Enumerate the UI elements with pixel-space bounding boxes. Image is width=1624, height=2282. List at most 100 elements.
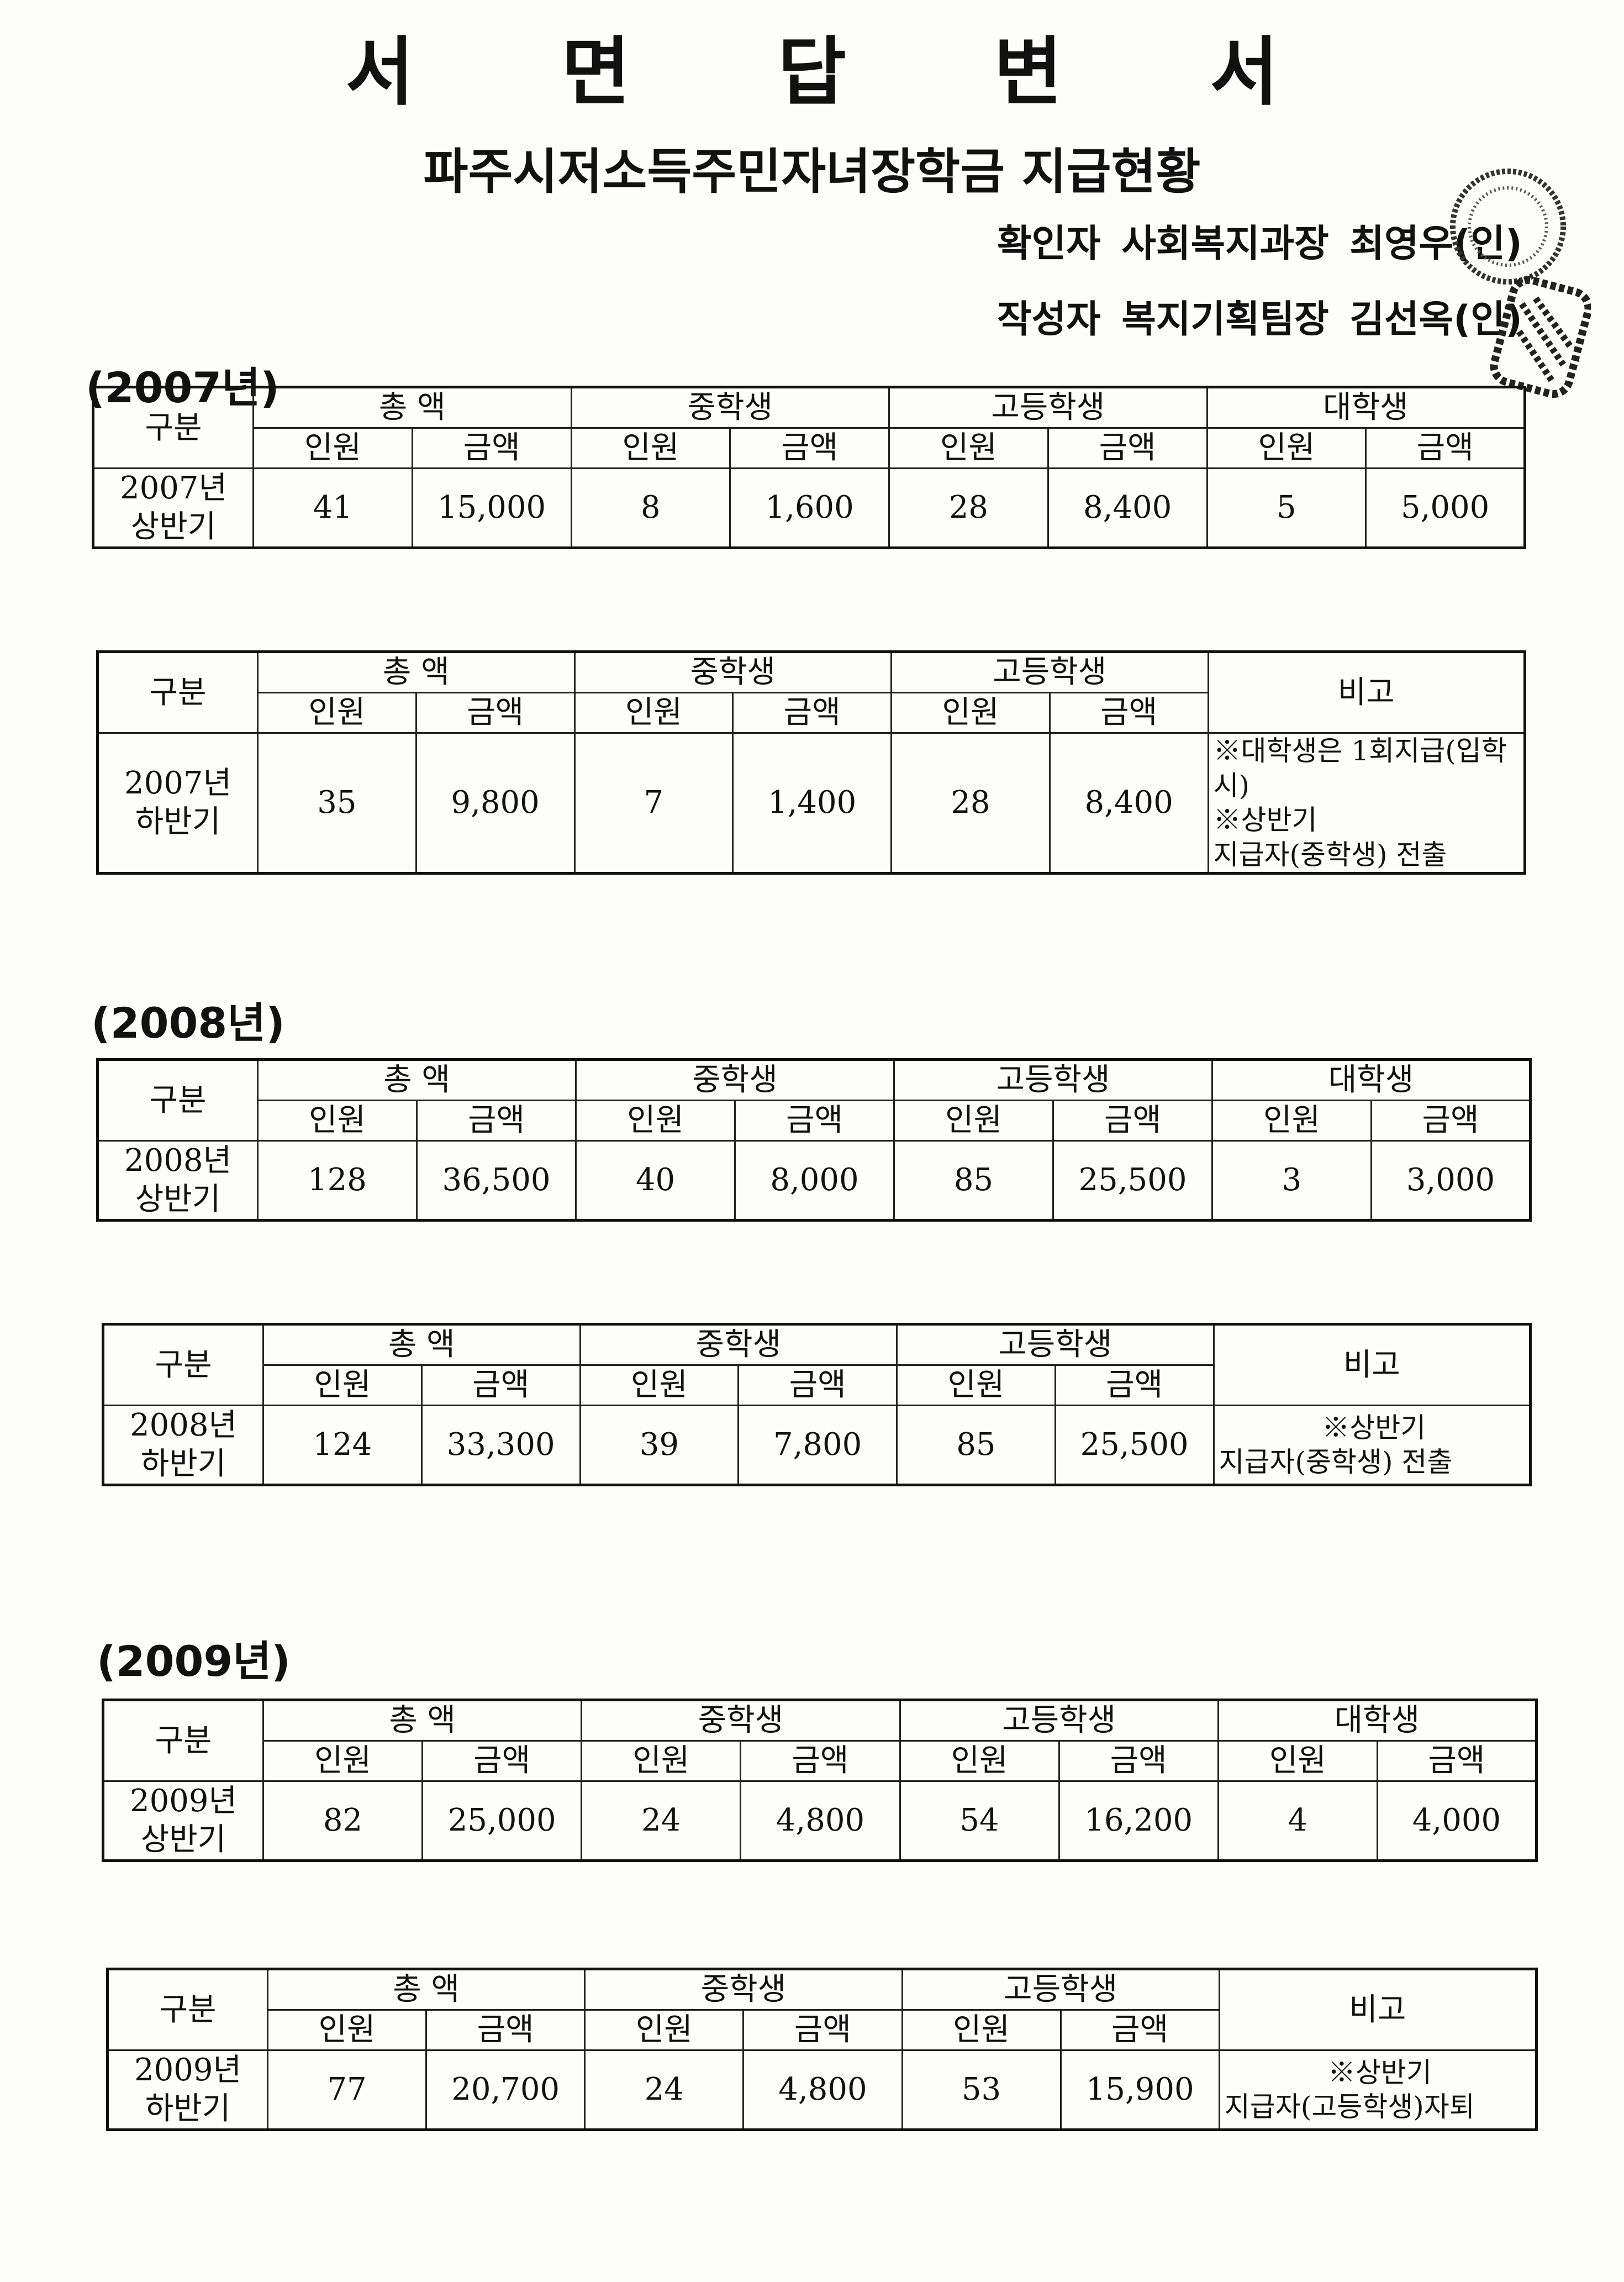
- table-row: 2008년 하반기 124 33,300 39 7,800 85 25,500 ※상반기 지급자(…: [102, 1405, 1532, 1486]
- amount-header: 금액: [734, 1100, 895, 1142]
- amount-value: 7,800: [737, 1405, 898, 1486]
- count-header: 인원: [262, 1740, 424, 1782]
- total-header: 총 액: [266, 1968, 586, 2011]
- table-row: 2007년 하반기 35 9,800 7 1,400 28 8,400 ※대학생은 1회지급(입…: [97, 732, 1526, 874]
- count-value: 39: [579, 1405, 740, 1486]
- amount-value: 1,600: [729, 467, 890, 549]
- first-half-table: 구분 총 액 중학생 고등학생 대학생 인원 금액 인원 금액 인원 금액 인원 금액 2009년 상반기 8…: [102, 1699, 1538, 1862]
- count-header: 인원: [257, 1100, 418, 1142]
- count-header: 인원: [888, 427, 1049, 469]
- count-value: 82: [262, 1780, 424, 1862]
- table-row: 2009년 하반기 77 20,700 24 4,800 53 15,900 ※상반기 지급자(고…: [107, 2049, 1538, 2131]
- amount-header: 금액: [1054, 1364, 1215, 1406]
- table-row: 인원 금액 인원 금액 인원 금액: [103, 1364, 1531, 1406]
- period-label: 하반기: [135, 804, 221, 840]
- count-value: 85: [893, 1140, 1054, 1221]
- amount-value: 8,400: [1047, 467, 1208, 549]
- document-subtitle: 파주시저소득주민자녀장학금 지급현황: [423, 143, 1201, 200]
- amount-header: 금액: [421, 1740, 583, 1782]
- amount-header: 금액: [732, 692, 892, 734]
- total-header: 총 액: [262, 1699, 583, 1742]
- table-row: 인원 금액 인원 금액 인원 금액 인원 금액: [103, 1740, 1538, 1782]
- amount-header: 금액: [742, 2009, 903, 2051]
- remarks-header: 비고: [1207, 651, 1526, 734]
- count-header: 인원: [570, 427, 731, 469]
- count-header: 인원: [575, 1100, 736, 1142]
- amount-value: 20,700: [425, 2049, 586, 2131]
- amount-header: 금액: [1048, 692, 1209, 734]
- middle-school-header: 중학생: [581, 1699, 901, 1742]
- count-value: 41: [252, 467, 413, 549]
- high-school-header: 고등학생: [896, 1323, 1215, 1366]
- amount-value: 9,800: [415, 732, 576, 874]
- remark-line: 지급자(중학생) 전출: [1213, 838, 1447, 871]
- period-cell: 2009년 상반기: [102, 1780, 264, 1862]
- amount-header: 금액: [1052, 1100, 1213, 1142]
- period-cell: 2008년 하반기: [102, 1405, 264, 1486]
- author-signature: 작성자 복지기획팀장 김선옥(인): [997, 298, 1522, 341]
- category-header: 구분: [97, 1059, 259, 1142]
- table-row: 구분 총 액 중학생 고등학생 비고: [102, 1323, 1532, 1406]
- count-header: 인원: [262, 1364, 423, 1406]
- high-school-header: 고등학생: [888, 386, 1208, 429]
- amount-header: 금액: [740, 1740, 901, 1782]
- count-header: 인원: [899, 1740, 1060, 1782]
- amount-value: 15,900: [1059, 2049, 1220, 2131]
- amount-header: 금액: [420, 1364, 581, 1406]
- amount-value: 4,800: [740, 1780, 901, 1862]
- category-header: 구분: [102, 1323, 264, 1406]
- period-label: 상반기: [135, 1181, 221, 1217]
- amount-header: 금액: [411, 427, 572, 469]
- count-value: 54: [899, 1780, 1060, 1862]
- count-value: 8: [570, 467, 731, 549]
- table-row: 구분 총 액 중학생 고등학생 비고: [107, 1968, 1538, 2051]
- count-value: 128: [257, 1140, 418, 1221]
- table-row: 2009년 상반기 82 25,000 24 4,800 54 16,200 4 4,000: [102, 1780, 1538, 1862]
- amount-value: 3,000: [1370, 1140, 1531, 1221]
- university-header: 대학생: [1211, 1059, 1531, 1101]
- remarks-cell: ※상반기 지급자(고등학생)자퇴: [1218, 2049, 1538, 2131]
- remarks-header: 비고: [1218, 1968, 1538, 2051]
- count-value: 124: [262, 1405, 423, 1486]
- count-header: 인원: [901, 2009, 1062, 2051]
- remark-line: 지급자(중학생) 전출: [1219, 1446, 1453, 1478]
- count-value: 53: [901, 2049, 1062, 2131]
- amount-header: 금액: [1365, 427, 1526, 469]
- second-half-table: 구분 총 액 중학생 고등학생 비고 인원 금액 인원 금액 인원 금액 2007년 하반기 35 9,80…: [96, 650, 1527, 875]
- count-header: 인원: [890, 692, 1051, 734]
- count-value: 40: [575, 1140, 736, 1221]
- first-half-table: 구분 총 액 중학생 고등학생 대학생 인원 금액 인원 금액 인원 금액 인원 금액 2007년 상반기 4…: [92, 386, 1526, 549]
- count-value: 3: [1211, 1140, 1372, 1221]
- confirmer-signature: 확인자 사회복지과장 최영우(인): [997, 222, 1522, 266]
- table-row: 구분 총 액 중학생 고등학생 대학생: [102, 1699, 1538, 1782]
- middle-school-header: 중학생: [573, 651, 892, 693]
- table-row: 구분 총 액 중학생 고등학생 대학생: [92, 386, 1526, 469]
- period-cell: 2009년 하반기: [107, 2049, 268, 2131]
- count-header: 인원: [581, 1740, 742, 1782]
- count-header: 인원: [896, 1364, 1056, 1406]
- period-label: 하반기: [140, 1446, 226, 1482]
- amount-value: 15,000: [411, 467, 572, 549]
- period-label: 상반기: [130, 509, 217, 545]
- second-half-table: 구분 총 액 중학생 고등학생 비고 인원 금액 인원 금액 인원 금액 2008년 하반기 124 33,…: [102, 1323, 1532, 1486]
- amount-header: 금액: [1059, 2009, 1220, 2051]
- table-row: 구분 총 액 중학생 고등학생 비고: [97, 651, 1526, 734]
- total-header: 총 액: [257, 1059, 577, 1101]
- count-header: 인원: [893, 1100, 1054, 1142]
- period-cell: 2007년 상반기: [92, 467, 254, 549]
- count-header: 인원: [257, 692, 417, 734]
- count-value: 28: [888, 467, 1049, 549]
- document-title: 서 면 답 변 서: [345, 28, 1340, 115]
- period-label: 2008년: [124, 1143, 232, 1179]
- period-cell: 2008년 상반기: [97, 1140, 259, 1221]
- category-header: 구분: [102, 1699, 264, 1782]
- amount-value: 36,500: [416, 1140, 577, 1221]
- count-value: 4: [1217, 1780, 1378, 1862]
- amount-header: 금액: [415, 692, 576, 734]
- year-heading: (2009년): [97, 1637, 291, 1686]
- count-header: 인원: [573, 692, 734, 734]
- amount-value: 4,000: [1376, 1780, 1538, 1862]
- remark-line: ※상반기: [1327, 2056, 1432, 2089]
- middle-school-header: 중학생: [584, 1968, 903, 2011]
- period-label: 2008년: [129, 1407, 238, 1443]
